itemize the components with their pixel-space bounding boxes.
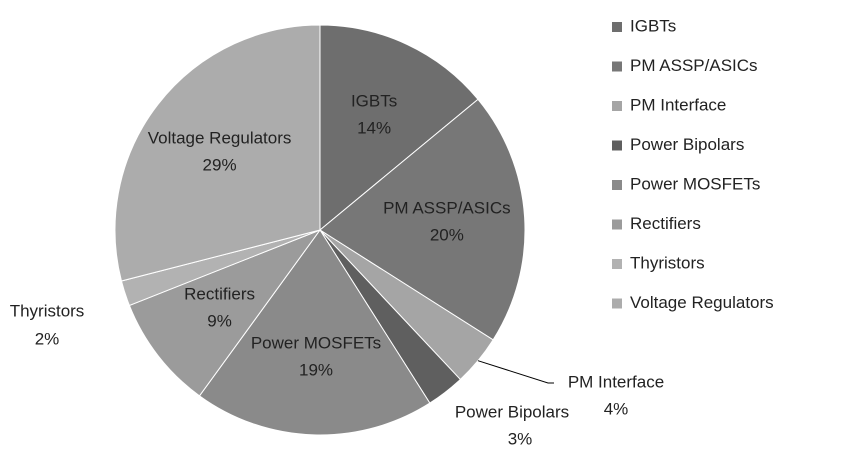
data-label-value: 19% — [299, 361, 333, 380]
pie-slice — [319, 98, 526, 341]
data-label-category: Power MOSFETs — [251, 334, 381, 353]
legend-swatch — [612, 259, 622, 269]
data-label-value: 9% — [207, 311, 232, 330]
legend-swatch — [612, 140, 622, 151]
legend-swatch — [612, 22, 622, 32]
legend-swatch — [612, 219, 622, 230]
legend-label: PM Interface — [630, 95, 726, 114]
legend-label: Thyristors — [630, 253, 705, 272]
data-label-value: 20% — [430, 226, 464, 245]
data-label-value: 14% — [357, 118, 391, 137]
legend-label: Rectifiers — [630, 214, 701, 233]
data-label-value: 29% — [203, 156, 237, 175]
data-label-category: PM ASSP/ASICs — [383, 199, 511, 218]
legend-label: Voltage Regulators — [630, 293, 774, 312]
leader-line — [477, 360, 554, 384]
data-label-value: 3% — [508, 429, 533, 448]
data-label-category: PM Interface — [568, 372, 664, 391]
legend-label: Power MOSFETs — [630, 174, 760, 193]
data-label-category: Rectifiers — [184, 284, 255, 303]
data-label-category: Power Bipolars — [455, 402, 569, 421]
legend-label: IGBTs — [630, 16, 676, 35]
pie-slice — [319, 24, 479, 232]
legend-swatch — [612, 180, 622, 190]
data-label-category: Voltage Regulators — [148, 129, 292, 148]
legend-swatch — [612, 101, 622, 111]
data-label-value: 4% — [604, 399, 629, 418]
legend-swatch — [612, 298, 622, 309]
legend-swatch — [612, 61, 622, 72]
pie-slice — [128, 228, 322, 397]
legend-label: PM ASSP/ASICs — [630, 56, 758, 75]
legend-label: Power Bipolars — [630, 135, 744, 154]
data-label-value: 2% — [35, 329, 60, 348]
pie-slice — [198, 229, 431, 436]
data-label-category: IGBTs — [351, 91, 397, 110]
pie-slice — [114, 24, 321, 282]
data-label-category: Thyristors — [10, 301, 85, 320]
